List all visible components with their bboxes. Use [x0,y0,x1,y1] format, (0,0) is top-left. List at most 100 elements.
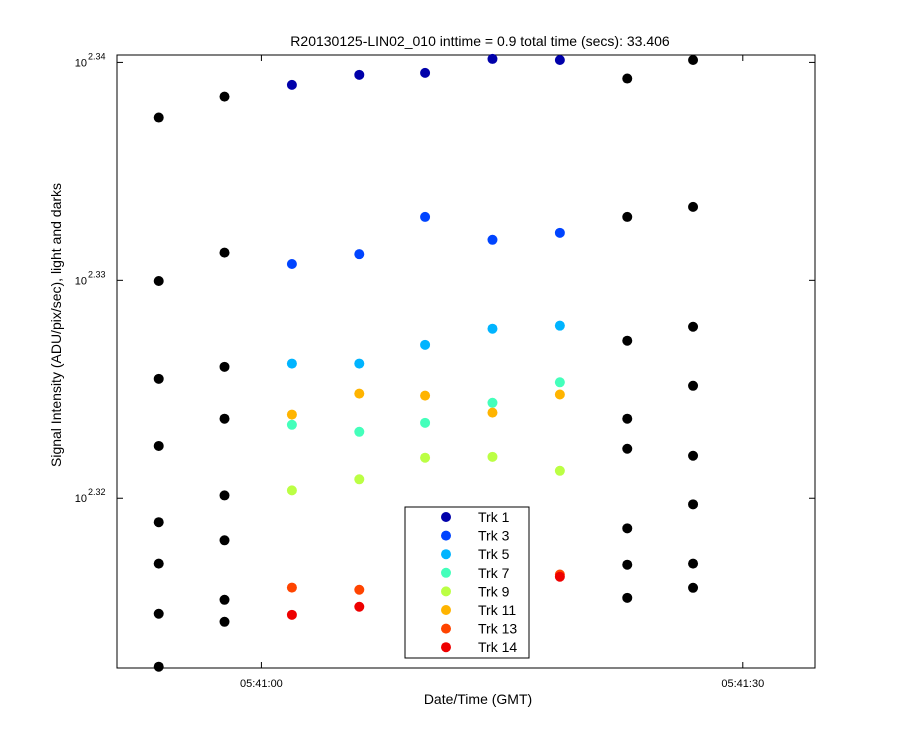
track-point [554,227,565,238]
legend-label: Trk 7 [478,565,510,581]
track-point [354,388,365,399]
x-axis: 05:41:00 05:41:30 [240,55,764,690]
y-tick-label: 10 [75,275,87,287]
legend-label: Trk 13 [478,621,517,637]
legend-label: Trk 5 [478,546,510,562]
track-point [286,79,297,90]
dark-point [688,582,699,593]
dark-point [153,440,164,451]
legend-marker [441,586,451,597]
y-tick-exponent: 2.33 [88,269,106,279]
dark-point [688,380,699,391]
track-point [354,474,365,485]
dark-point [622,592,633,603]
track-point [420,67,431,78]
legend-marker [441,512,451,522]
track-point [554,377,565,388]
legend-label: Trk 3 [478,528,510,544]
dark-point [688,499,699,510]
track-point [554,571,565,582]
legend-marker [441,642,451,653]
dark-point [688,201,699,212]
dark-point [622,413,633,424]
track-point [286,419,297,430]
dark-point [153,275,164,286]
dark-point [153,373,164,384]
dark-point [688,450,699,461]
track-point [286,485,297,496]
dark-point [153,517,164,528]
y-axis-label: Signal Intensity (ADU/pix/sec), light an… [48,183,64,467]
dark-point [688,55,699,66]
dark-point [219,490,230,501]
track-point [554,320,565,331]
dark-point [219,535,230,546]
track-point [420,452,431,463]
legend-marker [441,605,451,615]
dark-point [219,616,230,627]
dark-point [219,91,230,102]
dark-point [219,247,230,258]
y-tick-label: 10 [75,493,87,505]
track-point [554,389,565,400]
track-point [420,390,431,401]
y-tick-label: 10 [75,57,87,69]
track-point [487,234,498,245]
track-point [554,465,565,476]
track-point [354,584,365,595]
track-point [554,55,565,66]
track-point [487,407,498,418]
x-tick-label: 05:41:30 [721,678,764,690]
track-point [420,417,431,428]
y-tick-exponent: 2.34 [88,51,106,61]
dark-point [622,523,633,534]
track-point [286,582,297,593]
dark-point [622,559,633,570]
legend-marker [441,567,451,578]
track-point [286,609,297,620]
dark-point [622,443,633,454]
track-point [286,358,297,369]
legend-label: Trk 14 [478,639,517,655]
legend-marker [441,530,451,541]
legend-box [404,506,530,659]
dark-point [622,335,633,346]
dark-point [688,558,699,569]
legend: Trk 1 Trk 3 Trk 5 Trk 7 Trk 9 Trk 11 Trk 13 Trk… [404,506,530,659]
x-tick-label: 05:41:00 [240,678,283,690]
chart-title: R20130125-LIN02_010 inttime = 0.9 total … [290,33,670,49]
dark-point [153,112,164,123]
track-point [487,397,498,408]
dark-point [219,594,230,605]
x-axis-label: Date/Time (GMT) [424,691,532,707]
legend-marker [441,549,451,560]
track-point [354,249,365,260]
dark-point [219,361,230,372]
dark-point [622,73,633,84]
track-point [420,339,431,350]
track-point [487,53,498,64]
legend-label: Trk 1 [478,509,510,525]
dark-series [153,55,699,672]
dark-point [153,558,164,569]
dark-point [153,608,164,619]
track-point [487,323,498,334]
legend-marker [441,623,451,634]
track-point [286,409,297,420]
dark-point [219,413,230,424]
track-point [354,601,365,612]
track-point [354,426,365,437]
track-point [286,258,297,269]
dark-point [622,211,633,222]
y-tick-exponent: 2.32 [88,487,106,497]
dark-point [688,321,699,332]
dark-point [153,661,164,672]
track-point [420,211,431,222]
track-point [487,451,498,462]
track-point [354,69,365,80]
track-point [354,358,365,369]
legend-label: Trk 9 [478,583,510,599]
legend-label: Trk 11 [478,602,516,618]
